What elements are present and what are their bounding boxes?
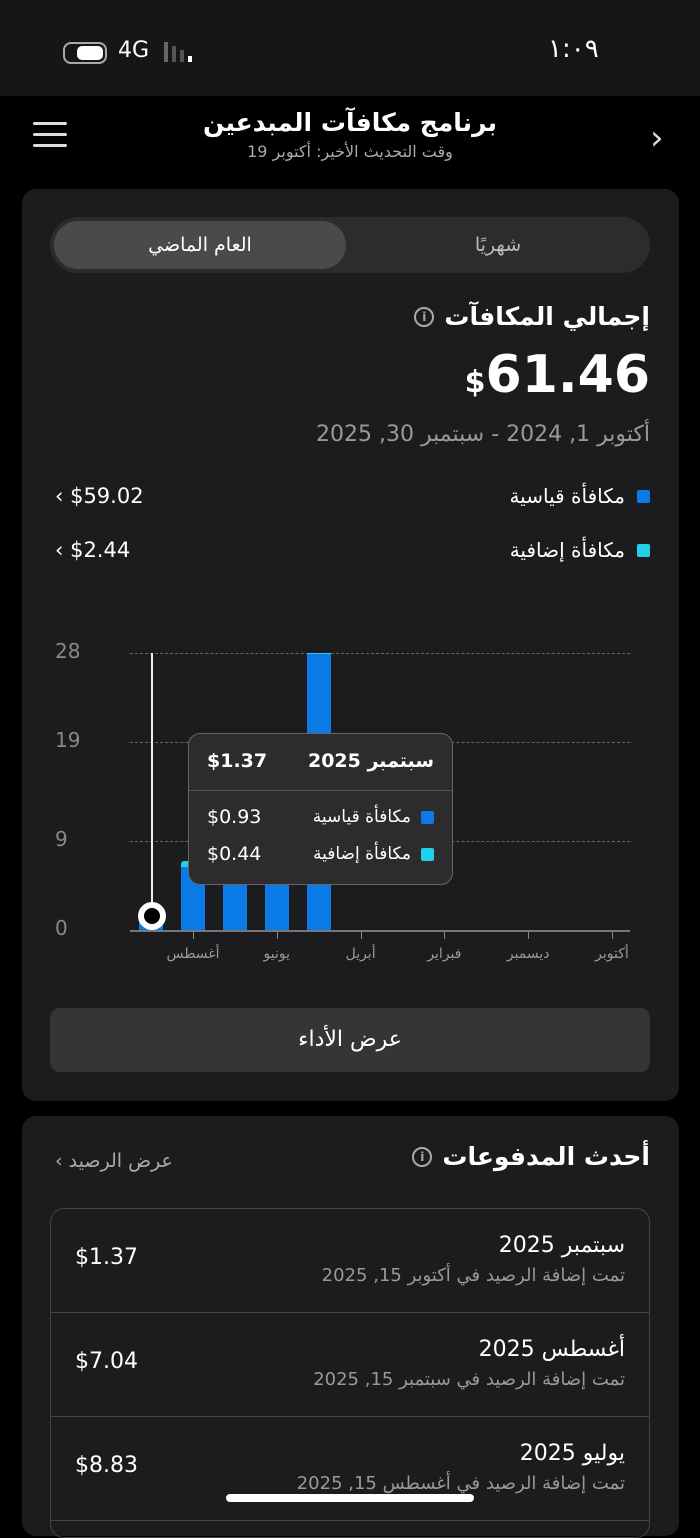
payment-row[interactable]: سبتمبر 2025 تمت إضافة الرصيد في أكتوبر 15… [51, 1209, 649, 1313]
x-tick-label: فبراير [427, 946, 462, 962]
tooltip-total: $1.37 [207, 750, 268, 772]
tooltip-bonus: $0.44 [207, 843, 262, 865]
bar-bonus [306, 653, 331, 654]
menu-icon[interactable] [33, 122, 67, 155]
info-icon[interactable]: i [412, 1146, 433, 1167]
bonus-swatch [637, 543, 650, 557]
selected-point [138, 902, 167, 930]
x-tick-label: ديسمبر [506, 946, 550, 962]
y-tick-label: 0 [55, 916, 68, 940]
x-tick [193, 931, 194, 939]
bonus-value[interactable]: ‹ $2.44 [55, 538, 131, 562]
tab-last-year[interactable]: العام الماضي [54, 221, 346, 269]
status-bar [0, 0, 700, 96]
legend-bonus: مكافأة إضافية [510, 538, 650, 562]
back-chevron-icon[interactable]: › [650, 118, 664, 158]
total-rewards-title: إجمالي المكافآت [444, 302, 650, 331]
y-tick-label: 9 [55, 826, 68, 851]
view-balance-link[interactable]: ‹ عرض الرصيد [55, 1150, 173, 1172]
signal-icon [164, 42, 192, 62]
x-axis [130, 930, 630, 932]
battery-icon [63, 42, 107, 64]
view-performance-button[interactable]: عرض الأداء [50, 1008, 650, 1072]
tooltip-standard: $0.93 [207, 806, 262, 828]
clock: ١:٠٩ [548, 34, 599, 64]
y-tick-label: 28 [55, 639, 81, 663]
x-tick-label: أغسطس [166, 946, 220, 962]
page-title: برنامج مكافآت المبدعين [202, 108, 498, 137]
x-tick [444, 931, 446, 939]
standard-value[interactable]: ‹ $59.02 [55, 484, 144, 508]
x-tick [528, 931, 530, 939]
payment-row[interactable]: أغسطس 2025 تمت إضافة الرصيد في سبتمبر 15,… [51, 1313, 649, 1417]
payments-list: سبتمبر 2025 تمت إضافة الرصيد في أكتوبر 15… [50, 1208, 650, 1538]
y-tick-label: 19 [55, 728, 81, 753]
x-tick [612, 931, 613, 939]
last-updated: وقت التحديث الأخير: أكتوبر 19 [247, 142, 453, 161]
tab-monthly[interactable]: شهريًا [474, 234, 522, 256]
x-tick-label: أكتوبر [595, 946, 629, 962]
payments-title: أحدث المدفوعات [442, 1142, 650, 1171]
cursor-line [151, 653, 154, 915]
payment-row[interactable]: يوليو 2025 تمت إضافة الرصيد في أغسطس 15, … [51, 1417, 649, 1521]
standard-swatch [637, 489, 650, 503]
network-type: 4G [118, 38, 150, 63]
total-amount: $61.46 [464, 345, 650, 405]
home-indicator[interactable] [226, 1494, 474, 1502]
legend-standard: مكافأة قياسية [509, 484, 650, 508]
x-tick [360, 931, 362, 939]
rewards-card [22, 189, 679, 1101]
info-icon[interactable]: i [414, 306, 435, 327]
tooltip-title: سبتمبر 2025 [307, 750, 434, 772]
x-tick [276, 931, 278, 939]
chart-tooltip: سبتمبر 2025 $1.37 مكافأة قياسية $0.93 مك… [188, 733, 453, 885]
date-range: أكتوبر 1, 2024 - سبتمبر 30, 2025 [316, 422, 650, 447]
x-tick-label: يونيو [263, 946, 291, 962]
x-tick-label: أبريل [345, 946, 376, 962]
payments-card [22, 1116, 679, 1536]
gridline [130, 653, 630, 654]
